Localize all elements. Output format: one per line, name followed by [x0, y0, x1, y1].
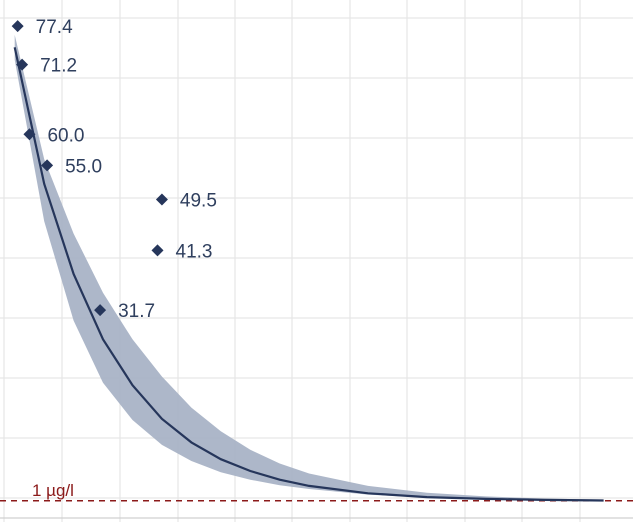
- confidence-band-layer: [14, 34, 604, 501]
- data-point: [23, 128, 36, 141]
- data-label: 71.2: [40, 56, 77, 77]
- confidence-band: [14, 34, 604, 501]
- data-label: 55.0: [65, 156, 102, 177]
- reference-line-label: 1 µg/l: [32, 481, 74, 500]
- data-label: 49.5: [180, 190, 217, 211]
- data-label: 77.4: [36, 17, 73, 38]
- data-label: 31.7: [118, 301, 155, 322]
- data-point: [155, 193, 168, 206]
- data-points-layer: [11, 20, 168, 317]
- data-labels-layer: 77.4 71.2 60.0 55.0 49.5 41.3 31.7: [36, 17, 217, 322]
- data-point: [94, 304, 107, 317]
- data-label: 60.0: [47, 125, 84, 146]
- data-point: [151, 244, 164, 257]
- data-point: [41, 159, 54, 172]
- data-label: 41.3: [176, 241, 213, 262]
- data-point: [16, 58, 29, 71]
- reference-line-layer: 1 µg/l: [0, 481, 633, 502]
- fit-curve: [13, 47, 604, 502]
- data-point: [11, 20, 24, 33]
- fit-curve-layer: [13, 47, 604, 502]
